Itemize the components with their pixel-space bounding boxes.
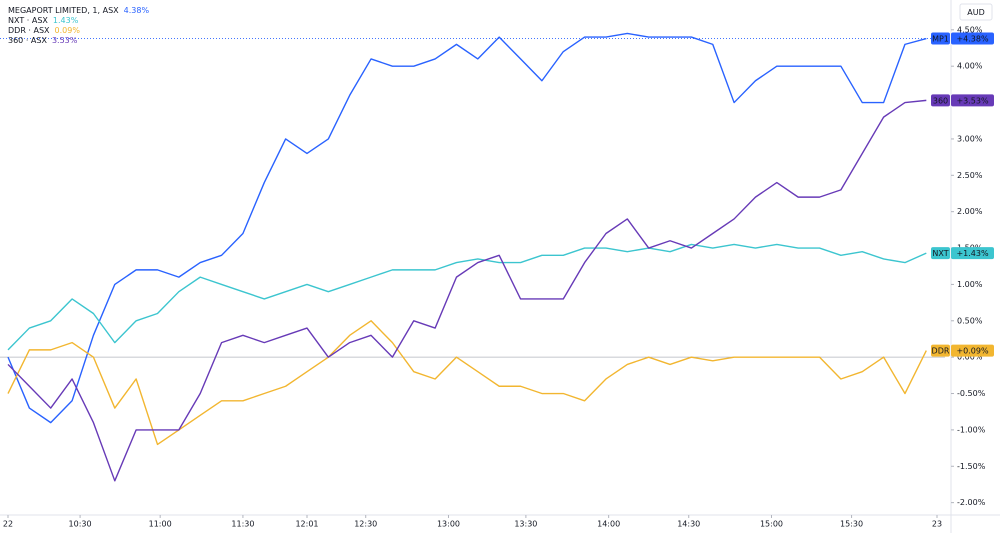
badge-value: +0.09%: [956, 347, 989, 356]
x-tick-label: 15:30: [840, 520, 863, 529]
badge-symbol: 360: [933, 96, 948, 105]
series-line: [7, 320, 927, 446]
badge-symbol: DDR: [932, 347, 950, 356]
x-tick-label: 23: [932, 520, 942, 529]
legend-value: 1.43%: [53, 16, 79, 25]
x-tick-label: 11:30: [231, 520, 254, 529]
y-tick-label: 0.50%: [957, 316, 983, 325]
badge-value: +3.53%: [956, 96, 989, 105]
x-tick-label: 14:00: [597, 520, 620, 529]
currency-label[interactable]: AUD: [967, 8, 985, 17]
y-tick-label: 3.00%: [957, 134, 983, 143]
badge-symbol-box: [931, 247, 950, 260]
x-tick-label: 12:01: [295, 520, 318, 529]
badge-symbol: MP1: [932, 35, 949, 44]
legend-name: 360 · ASX: [8, 36, 47, 45]
y-tick-label: -0.50%: [957, 389, 986, 398]
series-line: [7, 32, 927, 424]
badge-value: +4.38%: [956, 35, 989, 44]
badge-symbol-box: [931, 94, 950, 107]
y-tick-label: -1.50%: [957, 462, 986, 471]
y-tick-label: -2.00%: [957, 498, 986, 507]
legend-value: 0.09%: [55, 26, 81, 35]
badge-value-box: [951, 344, 994, 357]
x-tick-label: 15:00: [760, 520, 783, 529]
currency-box[interactable]: [959, 3, 993, 21]
y-tick-label: 2.50%: [957, 171, 983, 180]
legend-entry[interactable]: MEGAPORT LIMITED, 1, ASX 4.38%: [8, 6, 149, 15]
x-tick-label: 10:30: [69, 520, 92, 529]
y-tick-label: 0.00%: [957, 353, 983, 362]
legend-value: 3.53%: [52, 36, 78, 45]
legend-name: MEGAPORT LIMITED, 1, ASX: [8, 6, 119, 15]
x-tick-label: 12:30: [354, 520, 377, 529]
badge-value-box: [951, 94, 994, 107]
y-tick-label: 1.00%: [957, 280, 983, 289]
badge-value-box: [951, 247, 994, 260]
badge-symbol-box: [931, 344, 950, 357]
badge-value-box: [951, 32, 994, 45]
y-tick-label: 4.00%: [957, 62, 983, 71]
badge-symbol-box: [931, 32, 950, 45]
legend-name: DDR · ASX: [8, 26, 50, 35]
legend-value: 4.38%: [124, 6, 150, 15]
legend-entry[interactable]: NXT · ASX 1.43%: [8, 16, 79, 25]
x-tick-label: 13:30: [514, 520, 537, 529]
badge-value: +1.43%: [956, 249, 989, 258]
y-tick-label: 4.50%: [957, 25, 983, 34]
legend-entry[interactable]: DDR · ASX 0.09%: [8, 26, 80, 35]
x-tick-label: 11:00: [149, 520, 172, 529]
series-line: [7, 99, 927, 482]
x-tick-label: 14:30: [677, 520, 700, 529]
legend-name: NXT · ASX: [8, 16, 48, 25]
series-line: [7, 243, 927, 351]
y-tick-label: 2.00%: [957, 207, 983, 216]
badge-symbol: NXT: [932, 249, 948, 258]
x-tick-label: 13:00: [437, 520, 460, 529]
x-tick-label: 22: [3, 520, 13, 529]
y-tick-label: -1.00%: [957, 425, 986, 434]
legend-entry[interactable]: 360 · ASX 3.53%: [8, 36, 78, 45]
